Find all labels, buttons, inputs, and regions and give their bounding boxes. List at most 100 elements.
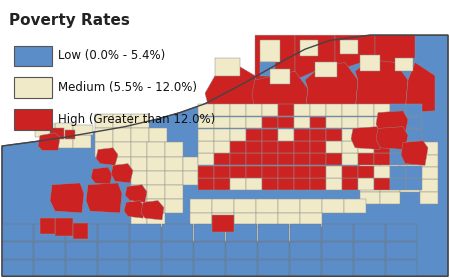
Bar: [131, 171, 147, 185]
Bar: [98, 242, 129, 259]
Bar: [73, 224, 88, 239]
Bar: [342, 153, 357, 165]
Bar: [34, 224, 65, 241]
Polygon shape: [295, 35, 335, 80]
Bar: [35, 124, 55, 137]
Polygon shape: [91, 167, 112, 185]
Bar: [340, 40, 358, 54]
Bar: [358, 166, 374, 178]
Bar: [190, 199, 212, 213]
Bar: [131, 213, 147, 227]
Bar: [246, 104, 261, 116]
Bar: [342, 166, 357, 178]
Bar: [258, 260, 289, 276]
Bar: [194, 260, 225, 276]
Bar: [278, 213, 300, 227]
Bar: [147, 157, 165, 171]
Bar: [50, 128, 64, 139]
Bar: [256, 199, 278, 213]
Bar: [358, 153, 374, 165]
Polygon shape: [252, 71, 308, 113]
Bar: [55, 218, 73, 236]
Bar: [294, 178, 310, 190]
Bar: [310, 104, 325, 116]
Bar: [360, 55, 380, 71]
Bar: [342, 141, 357, 153]
Bar: [260, 62, 275, 76]
Bar: [66, 242, 97, 259]
Bar: [183, 157, 198, 171]
Bar: [358, 141, 374, 153]
Bar: [262, 129, 278, 141]
Bar: [162, 260, 193, 276]
Bar: [246, 129, 261, 141]
Bar: [406, 178, 422, 190]
Bar: [386, 260, 417, 276]
Bar: [162, 224, 193, 241]
Bar: [66, 260, 97, 276]
Text: Medium (5.5% - 12.0%): Medium (5.5% - 12.0%): [58, 81, 198, 94]
Bar: [183, 171, 198, 185]
Bar: [310, 178, 325, 190]
Polygon shape: [335, 35, 375, 71]
Bar: [390, 153, 405, 165]
Bar: [198, 104, 213, 116]
Bar: [147, 171, 165, 185]
Bar: [190, 227, 212, 241]
Bar: [230, 141, 246, 153]
Bar: [130, 242, 161, 259]
Polygon shape: [96, 148, 118, 165]
Bar: [246, 166, 261, 178]
Bar: [342, 178, 357, 190]
Bar: [326, 129, 342, 141]
Bar: [420, 192, 438, 204]
Bar: [190, 213, 212, 227]
Polygon shape: [38, 133, 60, 150]
Bar: [326, 178, 342, 190]
Bar: [420, 155, 438, 167]
Bar: [380, 130, 400, 143]
Polygon shape: [376, 127, 408, 150]
Polygon shape: [2, 35, 448, 276]
Bar: [226, 224, 257, 241]
Bar: [322, 199, 344, 213]
Bar: [246, 153, 261, 165]
Bar: [390, 166, 405, 178]
Bar: [149, 128, 167, 143]
Polygon shape: [401, 141, 428, 165]
Bar: [326, 104, 342, 116]
Bar: [294, 153, 310, 165]
Polygon shape: [255, 35, 295, 95]
Bar: [246, 141, 261, 153]
Bar: [198, 141, 213, 153]
Bar: [294, 104, 310, 116]
Bar: [360, 167, 380, 179]
Bar: [360, 130, 380, 143]
Bar: [358, 116, 374, 128]
Bar: [406, 153, 422, 165]
Bar: [194, 224, 225, 241]
Bar: [354, 242, 385, 259]
Bar: [344, 199, 366, 213]
Bar: [34, 260, 65, 276]
Bar: [234, 213, 256, 227]
Bar: [162, 242, 193, 259]
Bar: [214, 116, 230, 128]
Bar: [113, 128, 131, 143]
Polygon shape: [355, 60, 408, 113]
Bar: [214, 166, 230, 178]
Bar: [290, 242, 321, 259]
Bar: [165, 199, 183, 213]
Bar: [300, 213, 322, 227]
Bar: [360, 155, 380, 167]
Bar: [326, 141, 342, 153]
Bar: [406, 116, 422, 128]
Bar: [194, 242, 225, 259]
Bar: [354, 260, 385, 276]
Polygon shape: [376, 111, 408, 135]
Bar: [198, 129, 213, 141]
Bar: [294, 141, 310, 153]
Bar: [55, 135, 73, 148]
Bar: [165, 157, 183, 171]
Bar: [326, 116, 342, 128]
